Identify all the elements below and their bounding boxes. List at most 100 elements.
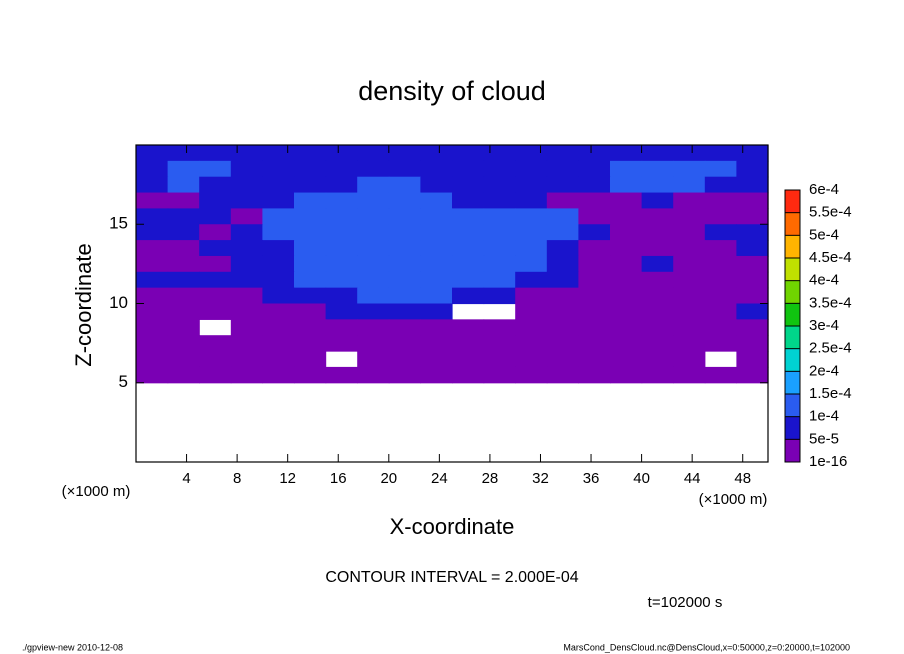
x-tick-label: 40: [633, 470, 650, 487]
contour-cell: [704, 271, 737, 289]
contour-cell: [483, 192, 516, 209]
contour-cell: [294, 335, 327, 352]
contour-cell: [230, 192, 263, 209]
contour-cell: [610, 335, 643, 352]
contour-cell: [388, 145, 421, 162]
contour-cell: [578, 335, 611, 352]
contour-cell: [294, 176, 327, 194]
contour-cell: [515, 335, 548, 352]
contour-cell: [610, 255, 643, 273]
contour-cell: [136, 271, 169, 289]
contour-cell: [357, 271, 390, 289]
contour-cell: [230, 240, 263, 257]
contour-cell: [357, 287, 390, 305]
contour-cell: [230, 271, 263, 289]
contour-cell: [578, 240, 611, 257]
colorbar-band: [785, 235, 800, 258]
x-tick-label: 12: [279, 470, 296, 487]
contour-cell: [294, 240, 327, 257]
contour-cell: [357, 366, 390, 384]
contour-cell: [167, 208, 200, 225]
contour-cell: [136, 224, 169, 241]
contour-cell: [325, 303, 358, 320]
contour-cell: [546, 271, 579, 289]
contour-cell: [673, 145, 706, 162]
contour-cell: [452, 255, 485, 273]
colorbar-band: [785, 258, 800, 281]
contour-cell: [167, 240, 200, 257]
contour-cell: [325, 335, 358, 352]
contour-cell: [452, 319, 485, 336]
contour-cell: [641, 271, 674, 289]
colorbar-label: 3e-4: [809, 317, 839, 334]
contour-cell: [673, 208, 706, 225]
contour-cell: [262, 319, 295, 336]
contour-cell: [610, 160, 643, 178]
contour-cell: [578, 192, 611, 209]
contour-cell: [673, 255, 706, 273]
contour-cell: [578, 319, 611, 336]
contour-cell: [578, 176, 611, 194]
contour-cell: [325, 271, 358, 289]
contour-cell: [546, 319, 579, 336]
contour-cell: [641, 145, 674, 162]
contour-cell: [704, 192, 737, 209]
contour-note: CONTOUR INTERVAL = 2.000E-04: [325, 569, 578, 586]
contour-cell: [262, 160, 295, 178]
contour-cell: [167, 176, 200, 194]
contour-cell: [262, 145, 295, 162]
contour-cell: [704, 303, 737, 320]
contour-cell: [230, 160, 263, 178]
contour-cell: [420, 255, 453, 273]
colorbar-label: 1e-16: [809, 453, 847, 470]
colorbar-label: 2.5e-4: [809, 340, 852, 357]
contour-cell: [483, 351, 516, 368]
contour-cell: [483, 366, 516, 384]
contour-cell: [136, 240, 169, 257]
contour-cell: [704, 240, 737, 257]
contour-cell: [388, 319, 421, 336]
x-tick-label: 4: [182, 470, 190, 487]
contour-cell: [294, 287, 327, 305]
contour-cell: [704, 319, 737, 336]
contour-cell: [262, 287, 295, 305]
x-axis-title: X-coordinate: [390, 514, 515, 539]
contour-cell: [610, 271, 643, 289]
contour-cell: [610, 176, 643, 194]
contour-cell: [515, 240, 548, 257]
colorbar-label: 5e-4: [809, 226, 839, 243]
contour-cell: [230, 208, 263, 225]
contour-cell: [199, 176, 232, 194]
contour-cell: [452, 145, 485, 162]
contour-cell: [483, 176, 516, 194]
y-axis-title: Z-coordinate: [71, 243, 96, 367]
contour-cell: [673, 160, 706, 178]
contour-cell: [388, 240, 421, 257]
contour-cell: [294, 224, 327, 241]
contour-cell: [515, 287, 548, 305]
contour-cell: [357, 319, 390, 336]
colorbar-band: [785, 212, 800, 236]
contour-cell: [420, 366, 453, 384]
contour-cell: [420, 335, 453, 352]
contour-cell: [199, 192, 232, 209]
contour-cell: [673, 271, 706, 289]
contour-cell: [704, 255, 737, 273]
contour-cell: [420, 145, 453, 162]
contour-cell: [483, 224, 516, 241]
contour-cell: [515, 366, 548, 384]
contour-cell: [704, 366, 737, 384]
contour-cell: [546, 145, 579, 162]
contour-cell: [388, 287, 421, 305]
contour-cell: [136, 287, 169, 305]
contour-cell: [515, 319, 548, 336]
contour-cell: [704, 176, 737, 194]
contour-cell: [546, 287, 579, 305]
contour-cell: [230, 319, 263, 336]
contour-cell: [325, 192, 358, 209]
contour-cell: [452, 271, 485, 289]
footer-right: MarsCond_DensCloud.nc@DensCloud,x=0:5000…: [563, 642, 850, 652]
contour-cell: [483, 287, 516, 305]
contour-cell: [452, 287, 485, 305]
y-unit-label: (×1000 m): [62, 483, 131, 500]
